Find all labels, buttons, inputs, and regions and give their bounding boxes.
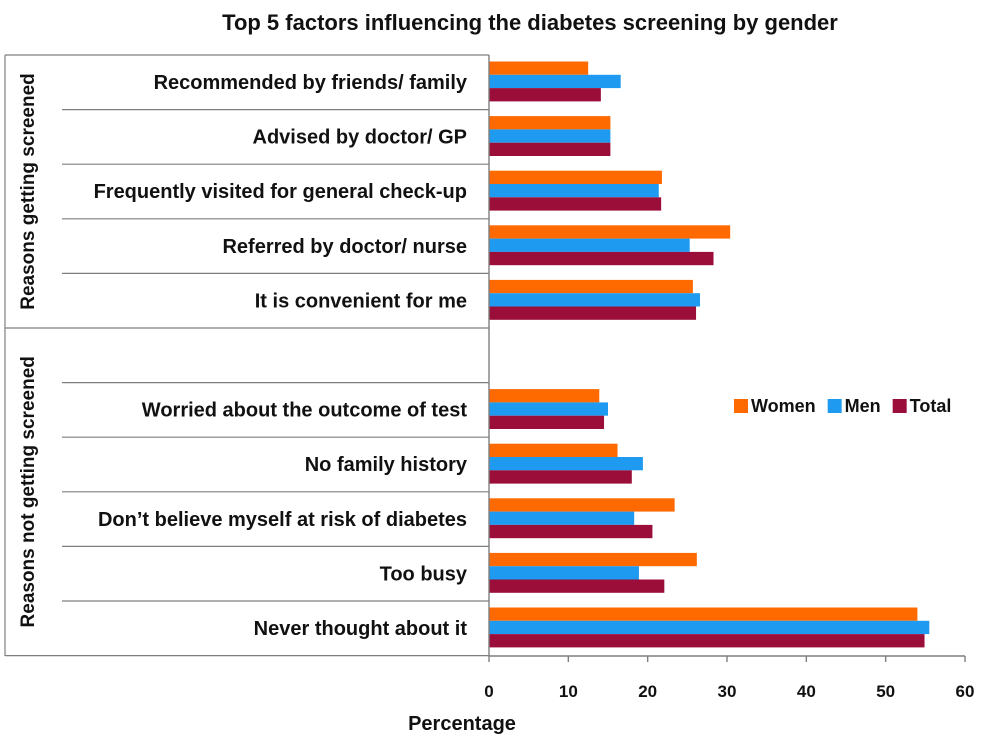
- x-tick-label: 60: [956, 682, 975, 701]
- group-label: Reasons not getting screened: [18, 356, 39, 627]
- x-tick-label: 0: [484, 682, 493, 701]
- legend-label-total: Total: [910, 396, 952, 416]
- bar-total: [489, 579, 665, 593]
- bar-women: [489, 279, 693, 294]
- legend: Women Men Total: [734, 396, 951, 416]
- bar-men: [489, 238, 690, 252]
- group-label: Reasons getting screened: [18, 73, 39, 310]
- bar-total: [489, 415, 605, 429]
- bar-women: [489, 389, 600, 403]
- category-label: Never thought about it: [254, 618, 468, 640]
- x-axis: 0 10 20 30 40 50 60: [484, 55, 974, 701]
- bar-women: [489, 61, 589, 75]
- bar-total: [489, 197, 662, 211]
- bar-men: [489, 184, 659, 198]
- legend-label-women: Women: [751, 396, 816, 416]
- bar-men: [489, 457, 643, 471]
- x-tick-label: 50: [876, 682, 895, 701]
- group-labels: Reasons getting screened Reasons not gett…: [18, 73, 39, 627]
- legend-swatch-total: [892, 399, 907, 413]
- bar-women: [489, 607, 918, 621]
- bar-women: [489, 443, 618, 457]
- bar-men: [489, 566, 639, 580]
- bar-men: [489, 293, 701, 307]
- bar-total: [489, 251, 714, 266]
- bar-women: [489, 498, 675, 512]
- category-label: Frequently visited for general check-up: [94, 181, 467, 203]
- bar-total: [489, 88, 601, 102]
- bar-total: [489, 470, 632, 484]
- bar-women: [489, 116, 611, 130]
- bar-men: [489, 402, 608, 416]
- bars: [489, 61, 930, 648]
- category-label: No family history: [305, 454, 468, 476]
- bar-women: [489, 225, 731, 239]
- bar-men: [489, 74, 621, 89]
- bar-men: [489, 511, 635, 525]
- category-label: It is convenient for me: [255, 290, 467, 312]
- bar-men: [489, 620, 930, 635]
- x-tick-label: 30: [718, 682, 737, 701]
- bar-women: [489, 552, 697, 567]
- category-label: Advised by doctor/ GP: [253, 127, 467, 149]
- bar-total: [489, 634, 925, 648]
- category-label: Recommended by friends/ family: [154, 72, 468, 94]
- x-axis-title: Percentage: [408, 713, 516, 735]
- category-label: Worried about the outcome of test: [142, 400, 468, 422]
- bar-total: [489, 524, 653, 539]
- category-label: Don’t believe myself at risk of diabetes: [98, 509, 467, 531]
- row-divider-lines: [4, 54, 489, 657]
- legend-swatch-women: [734, 399, 748, 413]
- x-tick-label: 10: [559, 682, 578, 701]
- x-tick-label: 40: [797, 682, 816, 701]
- bar-men: [489, 129, 611, 143]
- legend-swatch-men: [827, 399, 842, 413]
- legend-label-men: Men: [845, 396, 881, 416]
- x-tick-label: 20: [638, 682, 657, 701]
- category-labels: Recommended by friends/ family Advised by…: [94, 72, 468, 640]
- category-label: Too busy: [380, 563, 468, 585]
- category-label: Referred by doctor/ nurse: [222, 236, 467, 258]
- bar-women: [489, 170, 662, 184]
- bar-total: [489, 306, 697, 320]
- bar-total: [489, 142, 611, 156]
- chart-title: Top 5 factors influencing the diabetes s…: [222, 10, 838, 35]
